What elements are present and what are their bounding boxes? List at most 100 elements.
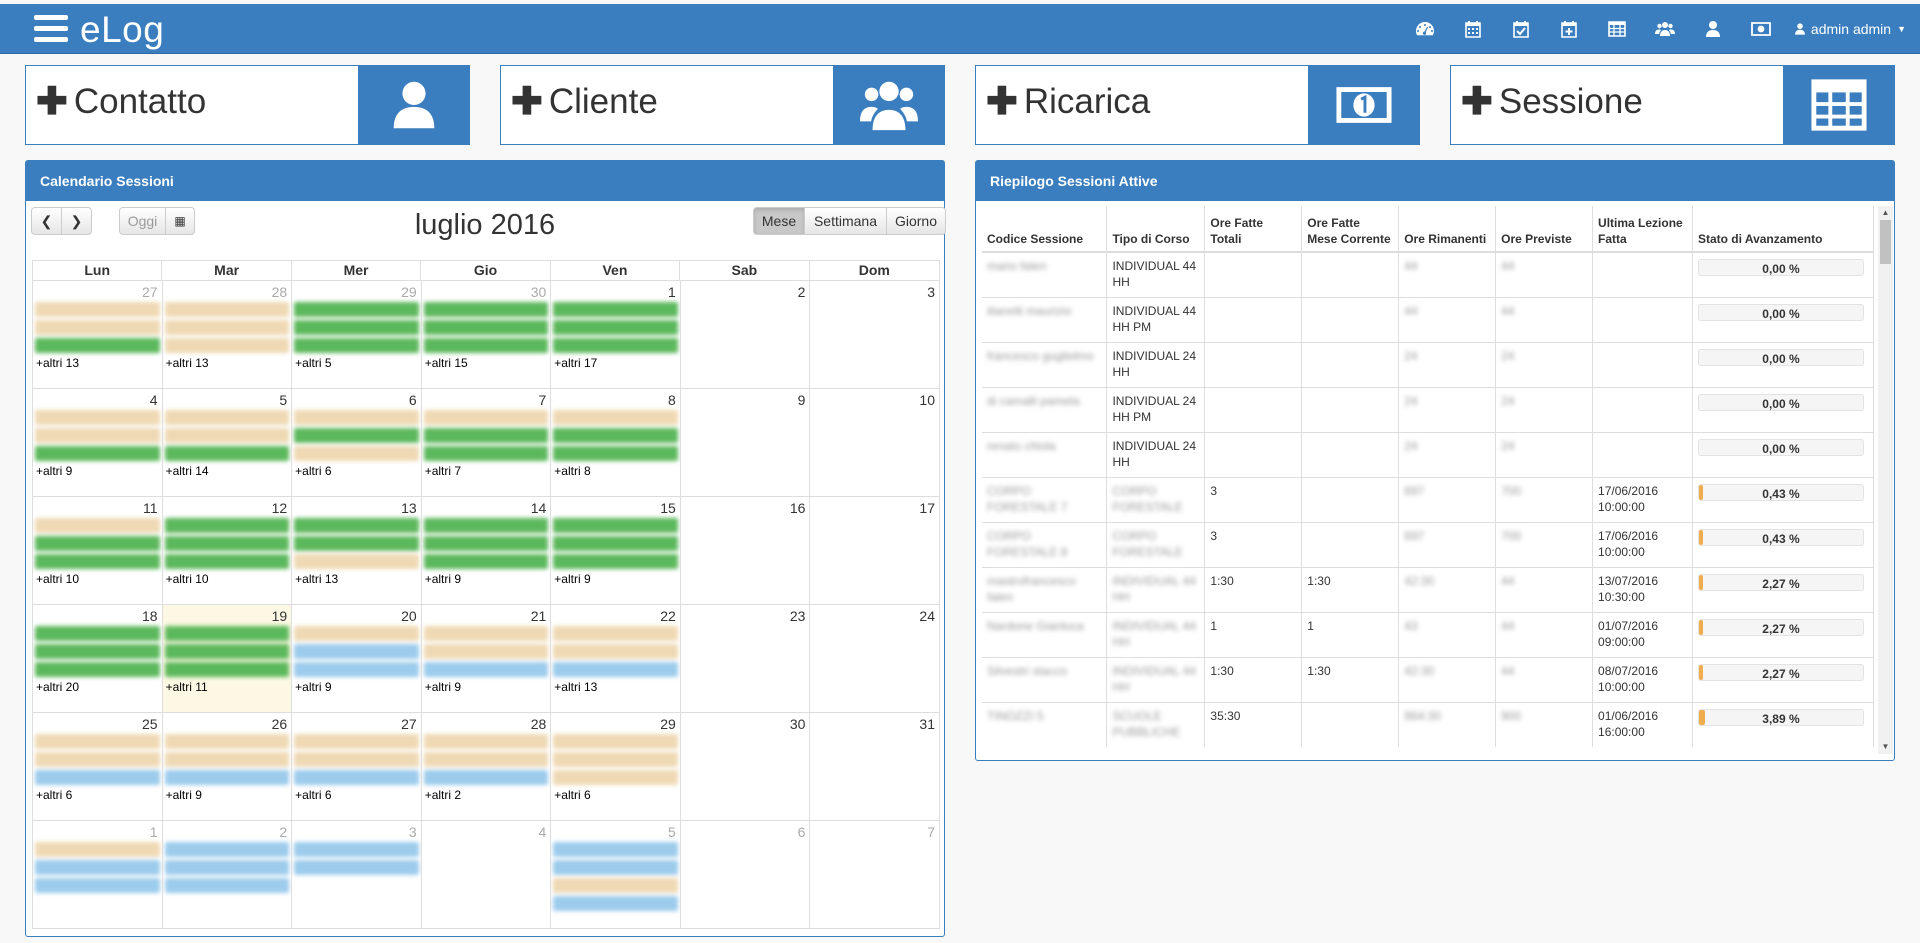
calendar-event[interactable] xyxy=(423,518,549,533)
more-events-link[interactable]: +altri 6 xyxy=(295,788,332,802)
calendar-event[interactable] xyxy=(294,734,419,749)
money-icon[interactable] xyxy=(1737,4,1785,54)
calendar-day[interactable]: 18 +altri 20 xyxy=(33,605,163,712)
calendar-event[interactable] xyxy=(553,752,678,767)
table-row[interactable]: Silvestri stacco INDIVIDUAL 44 HH 1:30 1:30… xyxy=(982,656,1874,702)
calendar-event[interactable] xyxy=(553,842,678,857)
scroll-down-icon[interactable]: ▼ xyxy=(1881,742,1890,751)
calendar-event[interactable] xyxy=(294,320,419,335)
calendar-day[interactable]: 16 xyxy=(681,497,811,604)
calendar-event[interactable] xyxy=(294,554,419,569)
more-events-link[interactable]: +altri 5 xyxy=(295,356,332,370)
more-events-link[interactable]: +altri 9 xyxy=(554,572,591,586)
calendar-event[interactable] xyxy=(423,446,549,461)
more-events-link[interactable]: +altri 13 xyxy=(295,572,339,586)
user-icon[interactable] xyxy=(1689,4,1737,54)
calendar-day[interactable]: 19 +altri 11 xyxy=(162,605,293,712)
calendar-day[interactable]: 11 +altri 10 xyxy=(33,497,163,604)
summary-table-container[interactable]: Codice Sessione Tipo di Corso Ore Fatte To… xyxy=(982,206,1874,754)
calendar-event[interactable] xyxy=(35,860,160,875)
table-row[interactable]: CORPO FORESTALE 8 CORPO FORESTALE 3 697 700 1… xyxy=(982,521,1874,567)
menu-toggle-icon[interactable] xyxy=(34,15,68,43)
calendar-event[interactable] xyxy=(164,860,290,875)
calendar-event[interactable] xyxy=(35,752,160,767)
more-events-link[interactable]: +altri 9 xyxy=(295,680,332,694)
today-button[interactable]: Oggi xyxy=(119,207,166,235)
more-events-link[interactable]: +altri 13 xyxy=(36,356,80,370)
calendar-day[interactable]: 23 xyxy=(681,605,811,712)
calendar-day[interactable]: 25 +altri 6 xyxy=(33,713,163,820)
column-header[interactable]: Ore Fatte Mese Corrente xyxy=(1301,206,1400,253)
calendar-day[interactable]: 26 +altri 9 xyxy=(163,713,293,820)
calendar-event[interactable] xyxy=(164,752,290,767)
more-events-link[interactable]: +altri 10 xyxy=(165,572,209,586)
calendar-event[interactable] xyxy=(553,644,678,659)
calendar-event[interactable] xyxy=(35,446,160,461)
calendar-event[interactable] xyxy=(553,428,678,443)
calendar-event[interactable] xyxy=(164,770,290,785)
calendar-day[interactable]: 10 xyxy=(810,389,940,496)
calendar-day[interactable]: 12 +altri 10 xyxy=(163,497,293,604)
calendar-day[interactable]: 6 xyxy=(681,821,811,928)
tile-cliente[interactable]: ✚ Cliente xyxy=(500,65,945,145)
calendar-event[interactable] xyxy=(164,410,290,425)
calendar-day[interactable]: 5 +altri 14 xyxy=(163,389,293,496)
calendar-event[interactable] xyxy=(423,644,549,659)
calendar-event[interactable] xyxy=(294,338,419,353)
calendar-day[interactable]: 7 +altri 7 xyxy=(422,389,552,496)
calendar-event[interactable] xyxy=(553,410,678,425)
calendar-event[interactable] xyxy=(553,338,678,353)
calendar-event[interactable] xyxy=(164,842,290,857)
calendar-day[interactable]: 4 xyxy=(422,821,552,928)
calendar-event[interactable] xyxy=(553,878,678,893)
more-events-link[interactable]: +altri 6 xyxy=(554,788,591,802)
calendar-event[interactable] xyxy=(35,320,160,335)
table-row[interactable]: mastrofrancesco falen INDIVIDUAL 44 HH 1:3… xyxy=(982,566,1874,612)
more-events-link[interactable]: +altri 9 xyxy=(36,464,73,478)
calendar-icon[interactable] xyxy=(1449,4,1497,54)
calendar-event[interactable] xyxy=(294,626,419,641)
more-events-link[interactable]: +altri 11 xyxy=(165,680,208,694)
calendar-day[interactable]: 1 xyxy=(33,821,163,928)
calendar-event[interactable] xyxy=(35,410,160,425)
calendar-event[interactable] xyxy=(553,734,678,749)
column-header[interactable]: Codice Sessione xyxy=(982,206,1108,253)
more-events-link[interactable]: +altri 20 xyxy=(36,680,80,694)
calendar-event[interactable] xyxy=(35,734,160,749)
calendar-day[interactable]: 29 +altri 6 xyxy=(551,713,681,820)
calendar-event[interactable] xyxy=(294,410,419,425)
calendar-plus-icon[interactable] xyxy=(1545,4,1593,54)
calendar-event[interactable] xyxy=(423,338,549,353)
calendar-event[interactable] xyxy=(294,752,419,767)
view-button-giorno[interactable]: Giorno xyxy=(886,207,946,235)
table-row[interactable]: di camalli pamela INDIVIDUAL 24 HH PM 24 24… xyxy=(982,386,1874,432)
tile-sessione[interactable]: ✚ Sessione xyxy=(1450,65,1895,145)
calendar-day[interactable]: 27 +altri 6 xyxy=(292,713,422,820)
user-menu[interactable]: admin admin ▼ xyxy=(1785,21,1906,37)
calendar-day[interactable]: 14 +altri 9 xyxy=(422,497,552,604)
calendar-event[interactable] xyxy=(35,518,160,533)
table-row[interactable]: TINOZZI 5 SCUOLE PUBBLICHE 35:30 864:30 900 0… xyxy=(982,701,1874,747)
calendar-day[interactable]: 2 xyxy=(163,821,293,928)
calendar-event[interactable] xyxy=(164,644,290,659)
calendar-event[interactable] xyxy=(553,320,678,335)
more-events-link[interactable]: +altri 13 xyxy=(165,356,209,370)
calendar-event[interactable] xyxy=(423,410,549,425)
calendar-event[interactable] xyxy=(164,428,290,443)
column-header[interactable]: Ultima Lezione Fatta xyxy=(1592,206,1693,253)
calendar-event[interactable] xyxy=(553,554,678,569)
app-brand[interactable]: eLog xyxy=(80,9,165,50)
calendar-event[interactable] xyxy=(35,428,160,443)
calendar-event[interactable] xyxy=(164,554,290,569)
table-row[interactable]: mario falen INDIVIDUAL 44 HH 44 44 0,00 % xyxy=(982,251,1874,297)
calendar-event[interactable] xyxy=(35,770,160,785)
calendar-day[interactable]: 21 +altri 9 xyxy=(422,605,552,712)
calendar-day[interactable]: 4 +altri 9 xyxy=(33,389,163,496)
more-events-link[interactable]: +altri 14 xyxy=(165,464,209,478)
column-header[interactable]: Ore Rimanenti xyxy=(1398,206,1497,253)
table-row[interactable]: Nardone Gianluca INDIVIDUAL 44 HH 1 1 43 44 01… xyxy=(982,611,1874,657)
calendar-day[interactable]: 22 +altri 13 xyxy=(551,605,681,712)
calendar-day[interactable]: 13 +altri 13 xyxy=(292,497,422,604)
more-events-link[interactable]: +altri 6 xyxy=(36,788,73,802)
more-events-link[interactable]: +altri 2 xyxy=(424,788,462,802)
